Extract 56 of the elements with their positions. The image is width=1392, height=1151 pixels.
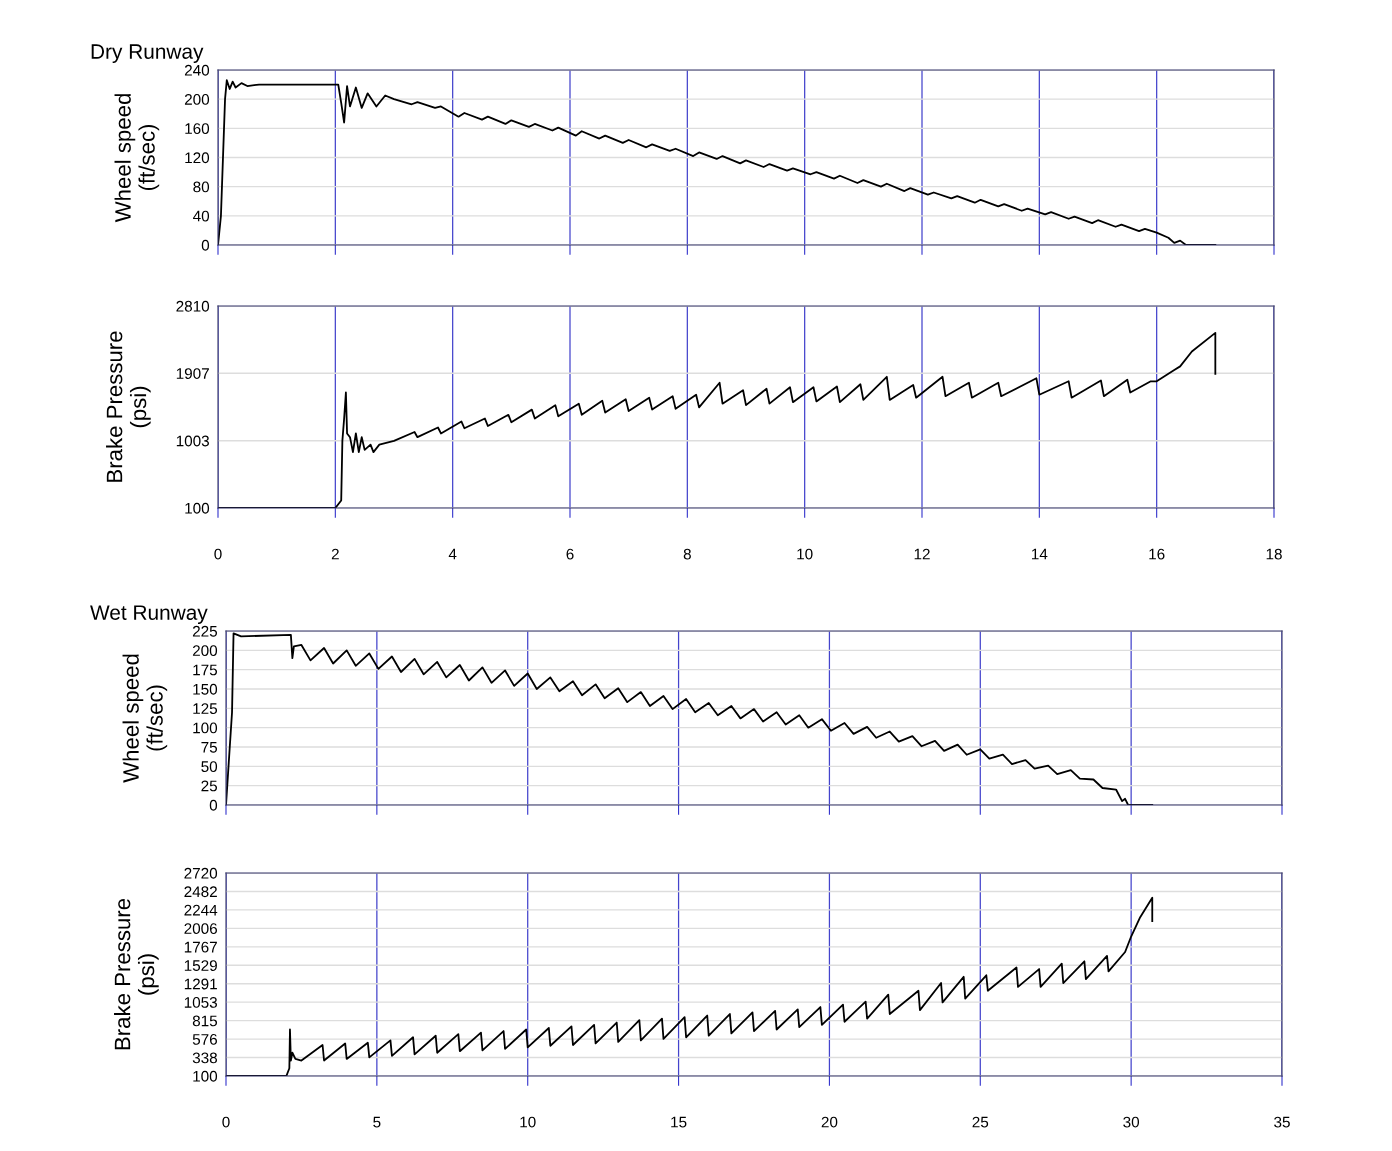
y-tick-label: 150 (193, 683, 218, 695)
y-tick-label: 125 (193, 703, 218, 715)
y-tick-label: 1767 (184, 941, 217, 953)
y-tick-label: 200 (192, 645, 218, 657)
y-tick-label: 50 (201, 761, 218, 773)
x-tick-label: 14 (1032, 548, 1048, 560)
y-tick-label: 240 (184, 64, 210, 76)
y-tick-label: 40 (193, 210, 210, 222)
y-tick-label: 338 (192, 1052, 217, 1064)
y-tick-label: 100 (193, 1070, 218, 1082)
y-tick-label: 1907 (176, 368, 209, 379)
y-axis-title: Wheel speed (ft/sec) (122, 654, 168, 783)
x-tick-label: 10 (797, 548, 813, 560)
y-tick-label: 75 (201, 742, 218, 753)
y-tick-label: 0 (201, 239, 210, 251)
x-tick-label: 2 (331, 548, 339, 560)
x-tick-label: 15 (671, 1116, 687, 1128)
x-tick-label: 25 (972, 1116, 989, 1128)
chart-title: Dry Runway (91, 44, 204, 63)
y-tick-label: 2006 (184, 923, 217, 935)
y-tick-label: 1003 (176, 435, 209, 447)
y-tick-label: 2720 (184, 867, 218, 879)
y-tick-label: 576 (192, 1033, 217, 1045)
x-tick-label: 12 (914, 548, 930, 560)
y-tick-label: 1291 (184, 978, 217, 990)
x-tick-label: 8 (683, 548, 691, 560)
y-tick-label: 200 (184, 94, 210, 105)
y-axis-title: Wheel speed (ft/sec) (114, 94, 160, 223)
y-tick-label: 225 (192, 625, 218, 637)
y-tick-label: 175 (193, 664, 218, 676)
y-tick-label: 2482 (184, 886, 217, 898)
x-tick-label: 35 (1274, 1116, 1290, 1128)
y-tick-label: 1053 (184, 997, 217, 1008)
x-tick-label: 4 (448, 548, 457, 560)
y-tick-label: 815 (192, 1015, 218, 1027)
y-tick-label: 120 (185, 152, 210, 164)
x-tick-label: 18 (1266, 548, 1282, 560)
y-tick-label: 2810 (176, 300, 210, 312)
y-axis-title: Brake Pressure (psi) (106, 331, 151, 482)
y-tick-label: 2244 (184, 904, 218, 916)
y-tick-label: 1529 (184, 960, 217, 971)
y-tick-label: 100 (185, 502, 210, 514)
y-tick-label: 100 (193, 722, 218, 734)
y-tick-label: 80 (193, 181, 210, 193)
x-tick-label: 0 (222, 1116, 230, 1128)
x-tick-label: 16 (1149, 548, 1165, 560)
y-tick-label: 0 (209, 799, 218, 811)
x-tick-label: 6 (566, 548, 574, 560)
chart-title: Wet Runway (90, 605, 208, 625)
x-tick-label: 30 (1123, 1116, 1140, 1128)
x-tick-label: 5 (373, 1116, 381, 1128)
y-axis-title: Brake Pressure (psi) (114, 898, 159, 1050)
x-tick-label: 20 (821, 1116, 838, 1128)
y-tick-label: 160 (185, 123, 210, 135)
y-tick-label: 25 (201, 780, 218, 792)
x-tick-label: 10 (520, 1116, 536, 1128)
